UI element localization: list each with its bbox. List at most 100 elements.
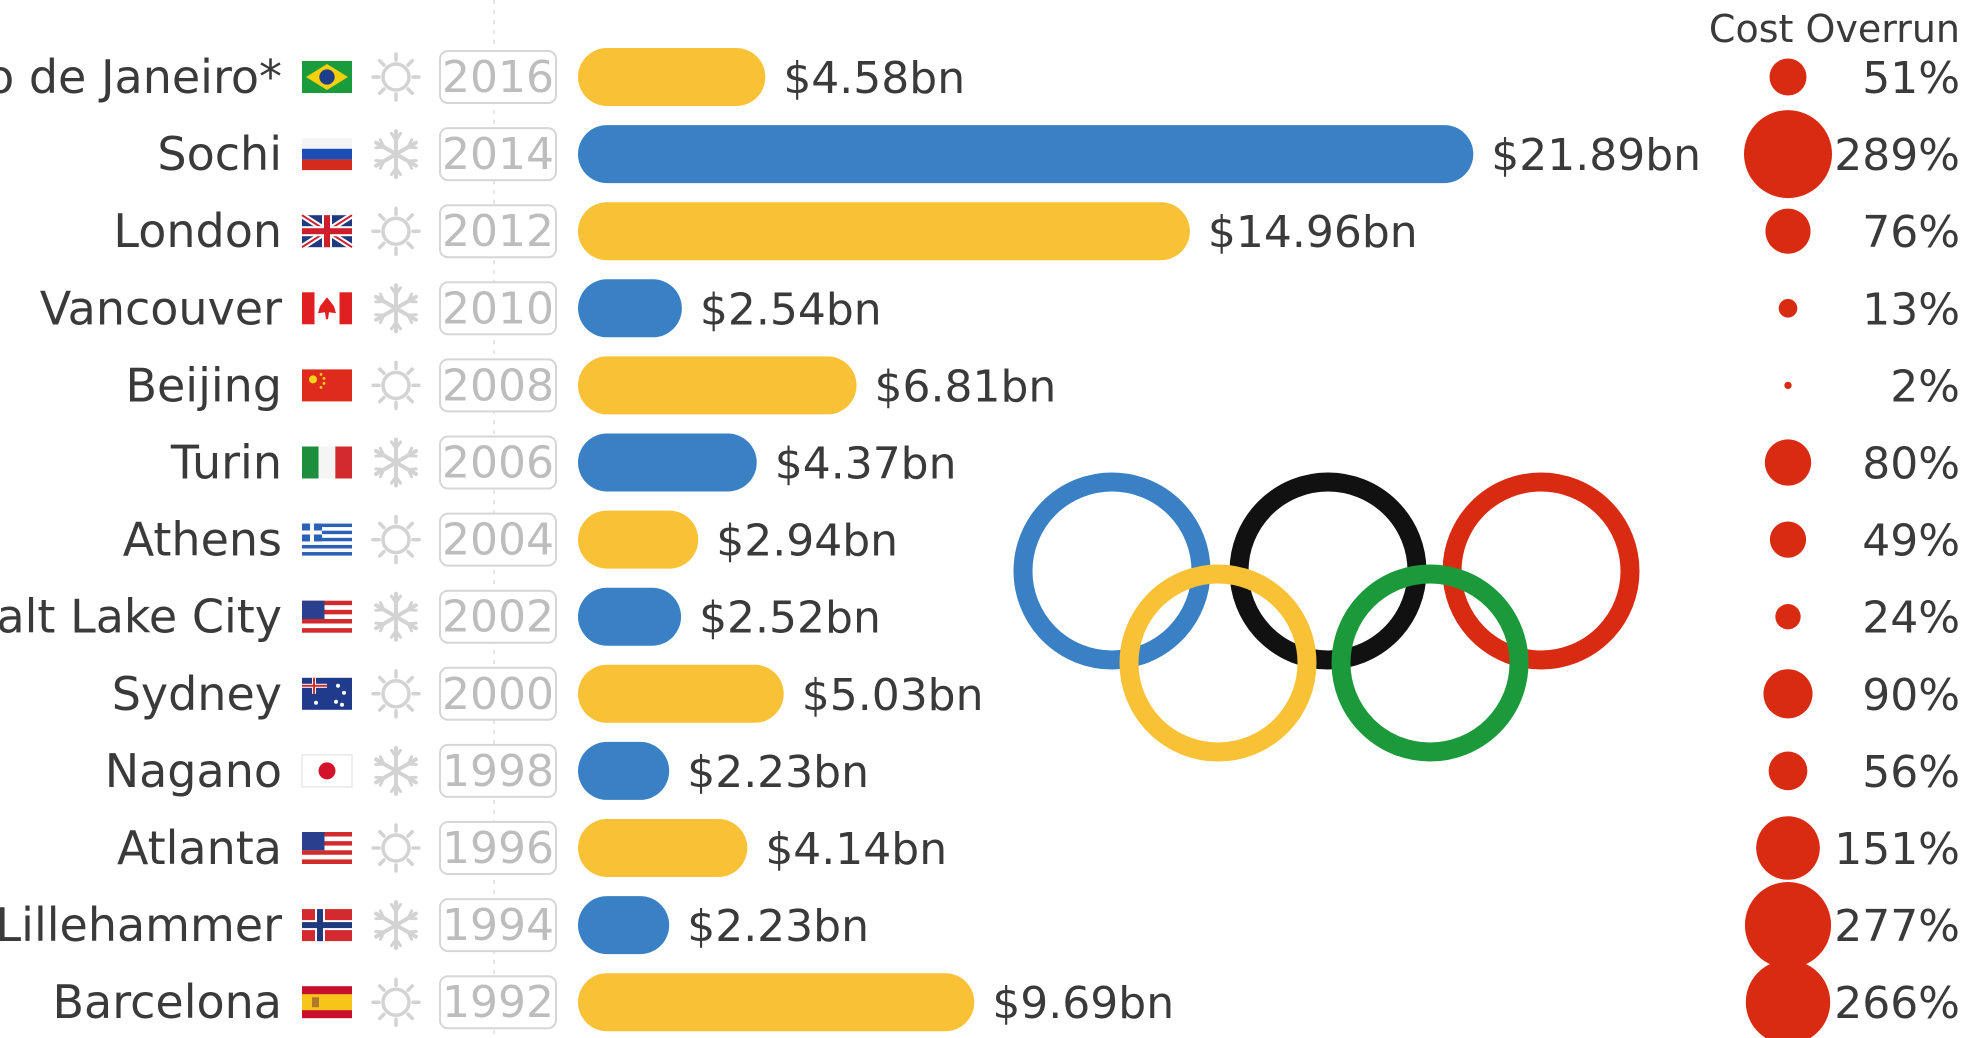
cost-value-label: $14.96bn [1208,207,1418,258]
cost-value-label: $9.69bn [992,978,1174,1029]
overrun-label: 51% [1862,53,1960,104]
overrun-label: 76% [1862,207,1960,258]
china-flag-icon [302,369,352,402]
city-label: Vancouver [40,281,282,335]
cost-value-label: $2.54bn [700,284,882,335]
sun-icon [371,514,421,565]
overrun-label: 24% [1862,593,1960,644]
year-label: 2006 [442,438,554,489]
table-row: Lillehammer 1994 $2.23bn 277% [0,882,1960,969]
year-badge [439,512,557,567]
year-badge [439,589,557,644]
cost-bar [578,48,766,106]
year-label: 1996 [442,823,554,874]
table-row: Athens 2004 $2.94bn 49% [123,510,1960,569]
cost-value-label: $21.89bn [1491,130,1701,181]
sun-icon [371,823,421,873]
overrun-dot [1775,604,1801,630]
cost-value-label: $4.37bn [775,439,957,490]
overrun-label: 277% [1834,901,1960,952]
ring-yellow [1119,564,1317,762]
cost-value-label: $4.14bn [765,824,947,875]
city-label: Lillehammer [0,898,282,952]
city-label: Athens [123,513,282,567]
japan-flag-icon [301,754,353,788]
ring-red [1442,472,1640,670]
table-row: Atlanta 1996 $4.14bn 151% [117,816,1960,880]
year-badge [439,743,557,798]
overrun-label: 49% [1862,516,1960,567]
overrun-dot [1778,298,1798,318]
sun-icon [371,977,421,1027]
overrun-label: 90% [1862,670,1960,721]
overrun-label: 266% [1834,978,1960,1029]
usa-flag-icon [302,832,352,864]
snowflake-icon [374,900,418,951]
city-label: Nagano [105,744,282,798]
canada-flag-icon [302,292,352,325]
year-label: 1998 [442,746,554,797]
russia-flag-icon [302,138,352,171]
overrun-label: 151% [1834,824,1960,875]
table-row: Sochi 2014 $21.89bn 289% [157,110,1960,199]
table-row: Barcelona 1992 $9.69bn 266% [52,959,1960,1038]
year-label: 2014 [442,129,554,180]
overrun-dot [1768,751,1808,791]
year-badge [439,435,557,490]
cost-value-label: $2.23bn [687,901,869,952]
city-label: Turin [170,436,282,490]
year-label: 1992 [442,977,554,1028]
overrun-label: 289% [1834,130,1960,181]
cost-value-label: $6.81bn [875,361,1057,412]
sun-icon [371,206,421,256]
overrun-dot [1769,521,1807,558]
year-label: 2012 [442,206,554,257]
table-row: Beijing 2008 $6.81bn 2% [125,356,1960,415]
overrun-label: 56% [1862,747,1960,798]
brazil-flag-icon [302,61,352,93]
overrun-dot [1764,439,1812,486]
city-label: Beijing [125,358,282,412]
chart-rows: Rio de Janeiro* 2016 $4.58bn 51% Sochi 2014 $2… [0,48,1960,1038]
year-badge [439,975,557,1030]
olympic-rings-logo [1013,472,1640,762]
cost-bar [578,433,757,492]
table-row: Vancouver 2010 $2.54bn 13% [40,279,1960,338]
table-row: Sydney 2000 $5.03bn 90% [112,664,1960,723]
cost-bar [578,819,748,877]
year-label: 2016 [442,52,554,103]
year-label: 1994 [442,900,554,951]
year-badge [439,127,557,182]
ring-black [1229,472,1427,670]
cost-value-label: $2.52bn [699,593,881,644]
overrun-dot [1745,959,1831,1038]
cost-value-label: $5.03bn [802,670,984,721]
uk-flag-icon [300,212,354,250]
cost-bar [578,356,857,415]
cost-value-label: $2.94bn [716,516,898,567]
table-row: Nagano 1998 $2.23bn 56% [105,741,1960,800]
year-label: 2000 [442,669,554,720]
overrun-label: 13% [1862,284,1960,335]
italy-flag-icon [302,446,352,479]
snowflake-icon [374,437,418,488]
ring-green [1331,564,1529,762]
cost-overrun-header: Cost Overrun [1709,7,1960,51]
cost-bar [578,973,975,1032]
year-badge [439,358,557,413]
overrun-dot [1744,882,1832,969]
city-label: London [113,204,282,258]
australia-flag-icon [302,677,352,710]
overrun-label: 2% [1890,361,1960,412]
city-label: Atlanta [117,821,282,875]
year-badge [439,50,557,104]
table-row: Turin 2006 $4.37bn 80% [170,433,1960,492]
city-label: Barcelona [52,975,282,1029]
year-badge [439,898,557,953]
norway-flag-icon [302,909,352,942]
cost-bar [578,125,1474,184]
overrun-dot [1784,381,1792,390]
ring-blue [1013,472,1211,670]
overrun-dot [1769,58,1807,96]
